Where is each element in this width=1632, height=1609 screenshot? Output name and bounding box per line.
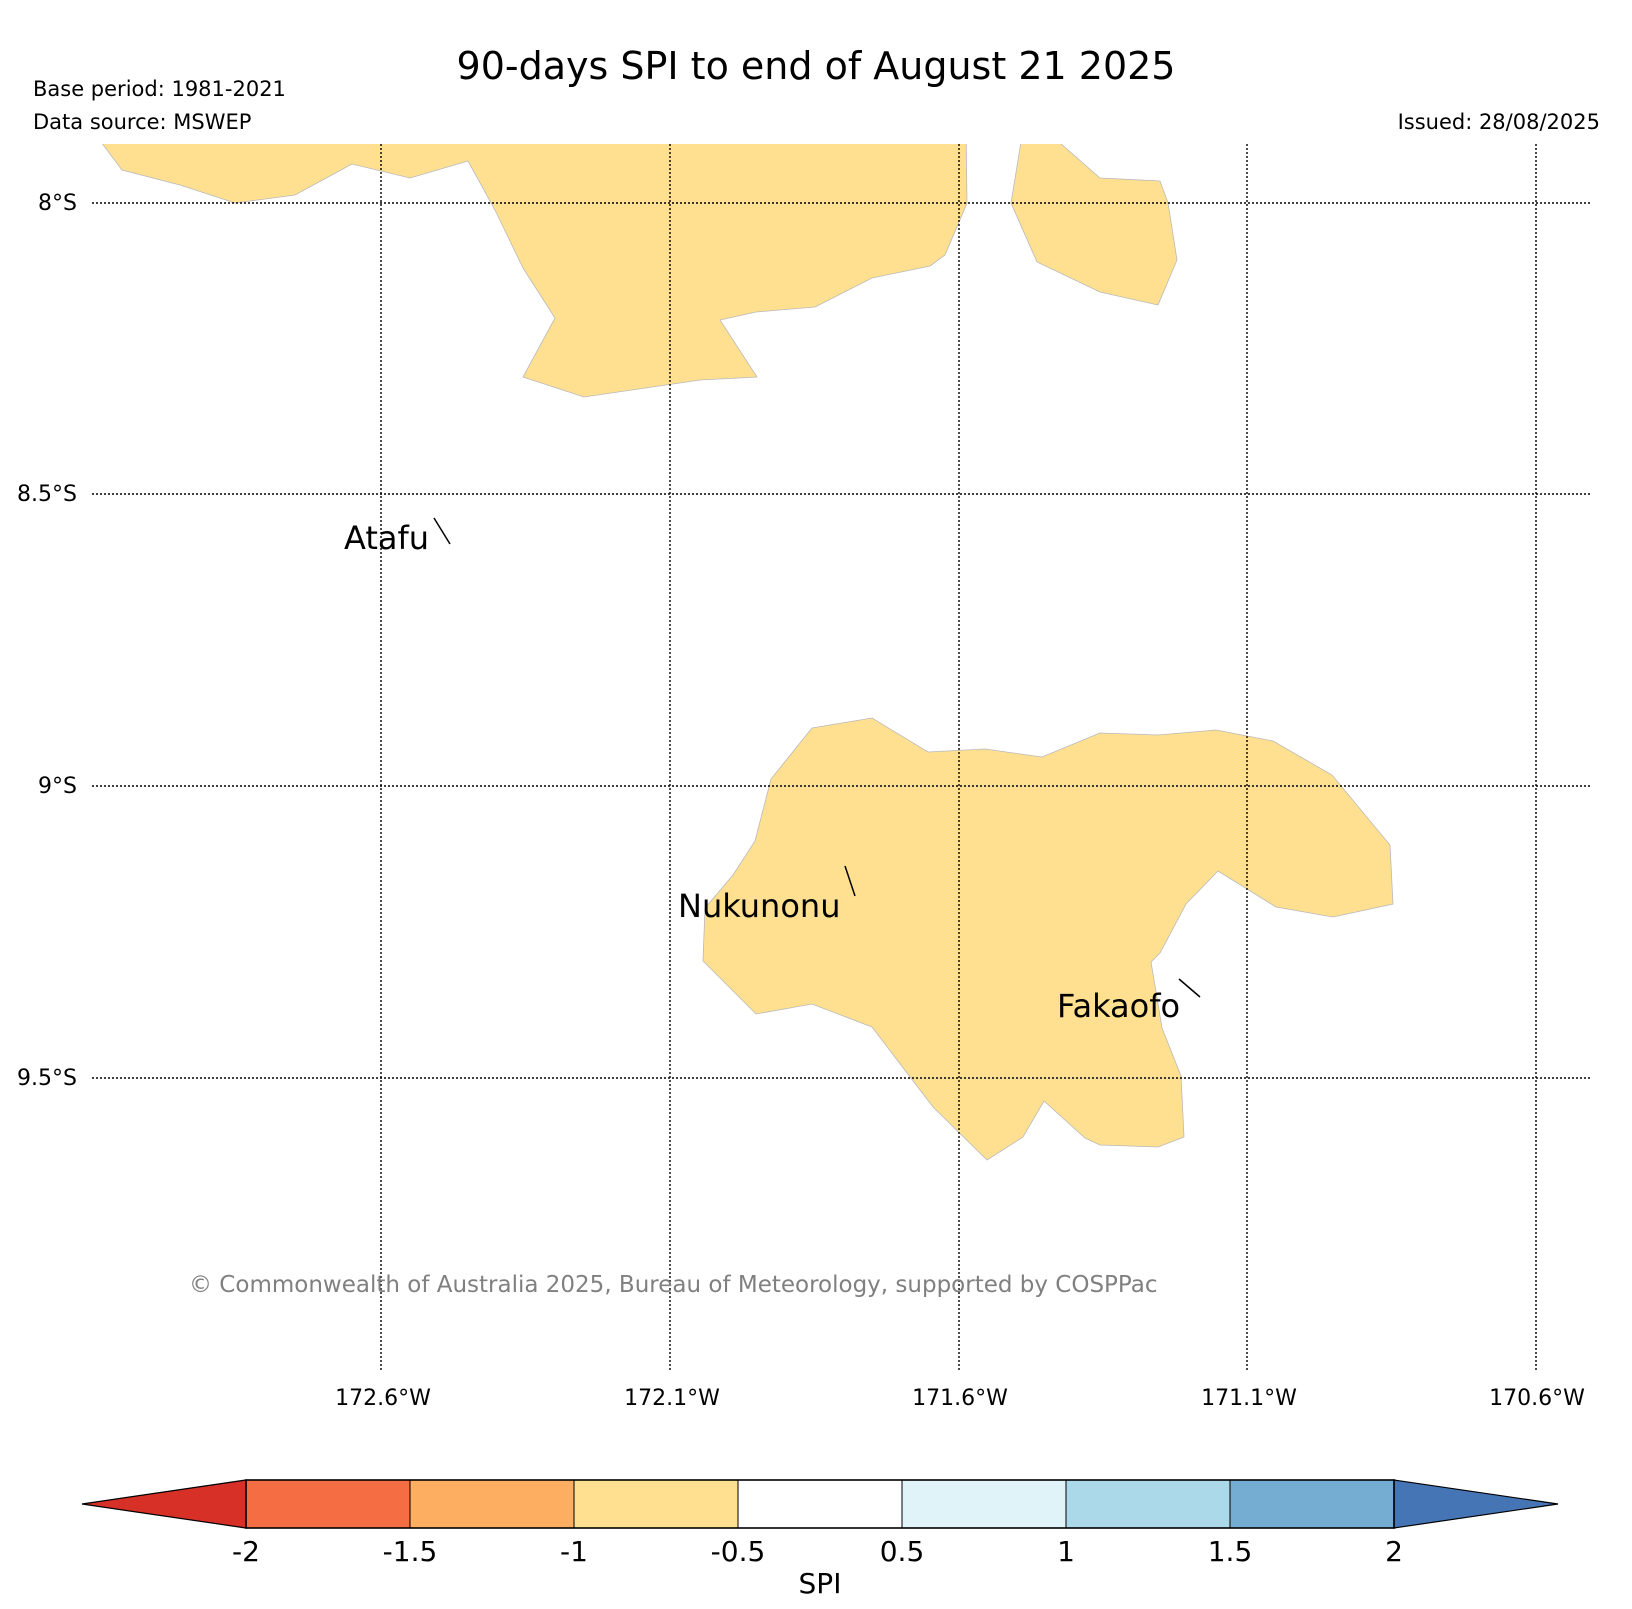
colorbar-bin-7 xyxy=(1229,1479,1395,1529)
lon-label-171-6w: 171.6°W xyxy=(912,1386,1008,1411)
spi-region-north-east xyxy=(1010,144,1178,306)
lat-label-8s: 8°S xyxy=(38,191,77,216)
data-source: Data source: MSWEP xyxy=(33,110,251,134)
spi-region-north xyxy=(102,144,968,398)
colorbar-tick-0: -2 xyxy=(232,1535,260,1568)
place-fakaofo: Fakaofo xyxy=(1057,978,1201,1025)
place-atafu: Atafu xyxy=(344,517,451,557)
colorbar-bin-4 xyxy=(737,1479,903,1529)
colorbar-tick-3: -0.5 xyxy=(711,1535,766,1568)
map-title: 90-days SPI to end of August 21 2025 xyxy=(457,44,1176,88)
colorbar-bin-6 xyxy=(1065,1479,1231,1529)
colorbar: -2 -1.5 -1 -0.5 0.5 1 1.5 2 SPI xyxy=(81,1479,1559,1600)
base-period: Base period: 1981-2021 xyxy=(33,77,286,101)
colorbar-label: SPI xyxy=(799,1567,842,1600)
lon-label-170-6w: 170.6°W xyxy=(1489,1386,1585,1411)
lat-label-8-5s: 8.5°S xyxy=(17,482,77,507)
colorbar-extend-low xyxy=(81,1479,247,1529)
colorbar-tick-7: 2 xyxy=(1385,1535,1403,1568)
longitude-gridlines xyxy=(380,144,1537,1370)
colorbar-bin-5 xyxy=(901,1479,1067,1529)
colorbar-tick-2: -1 xyxy=(560,1535,588,1568)
place-nukunonu: Nukunonu xyxy=(678,865,856,925)
colorbar-extend-high xyxy=(1393,1479,1559,1529)
colorbar-tick-4: 0.5 xyxy=(880,1535,925,1568)
copyright-notice: © Commonwealth of Australia 2025, Bureau… xyxy=(189,1272,1158,1298)
issued-date: Issued: 28/08/2025 xyxy=(1398,110,1600,134)
place-label-atafu: Atafu xyxy=(344,519,429,557)
colorbar-tick-5: 1 xyxy=(1057,1535,1075,1568)
colorbar-bin-1 xyxy=(245,1479,411,1529)
place-label-fakaofo: Fakaofo xyxy=(1057,987,1180,1025)
lat-label-9s: 9°S xyxy=(38,774,77,799)
lon-label-172-1w: 172.1°W xyxy=(624,1386,720,1411)
place-label-nukunonu: Nukunonu xyxy=(678,887,840,925)
colorbar-tick-6: 1.5 xyxy=(1208,1535,1253,1568)
spi-region-south xyxy=(702,717,1394,1161)
colorbar-bin-2 xyxy=(409,1479,575,1529)
lon-label-172-6w: 172.6°W xyxy=(335,1386,431,1411)
colorbar-tick-1: -1.5 xyxy=(383,1535,438,1568)
latitude-gridlines xyxy=(92,202,1590,1079)
lon-label-171-1w: 171.1°W xyxy=(1201,1386,1297,1411)
lat-label-9-5s: 9.5°S xyxy=(17,1066,77,1091)
map-area: 8°S 8.5°S 9°S 9.5°S 172.6°W 172.1°W 171.… xyxy=(17,144,1590,1411)
colorbar-bin-3 xyxy=(573,1479,739,1529)
